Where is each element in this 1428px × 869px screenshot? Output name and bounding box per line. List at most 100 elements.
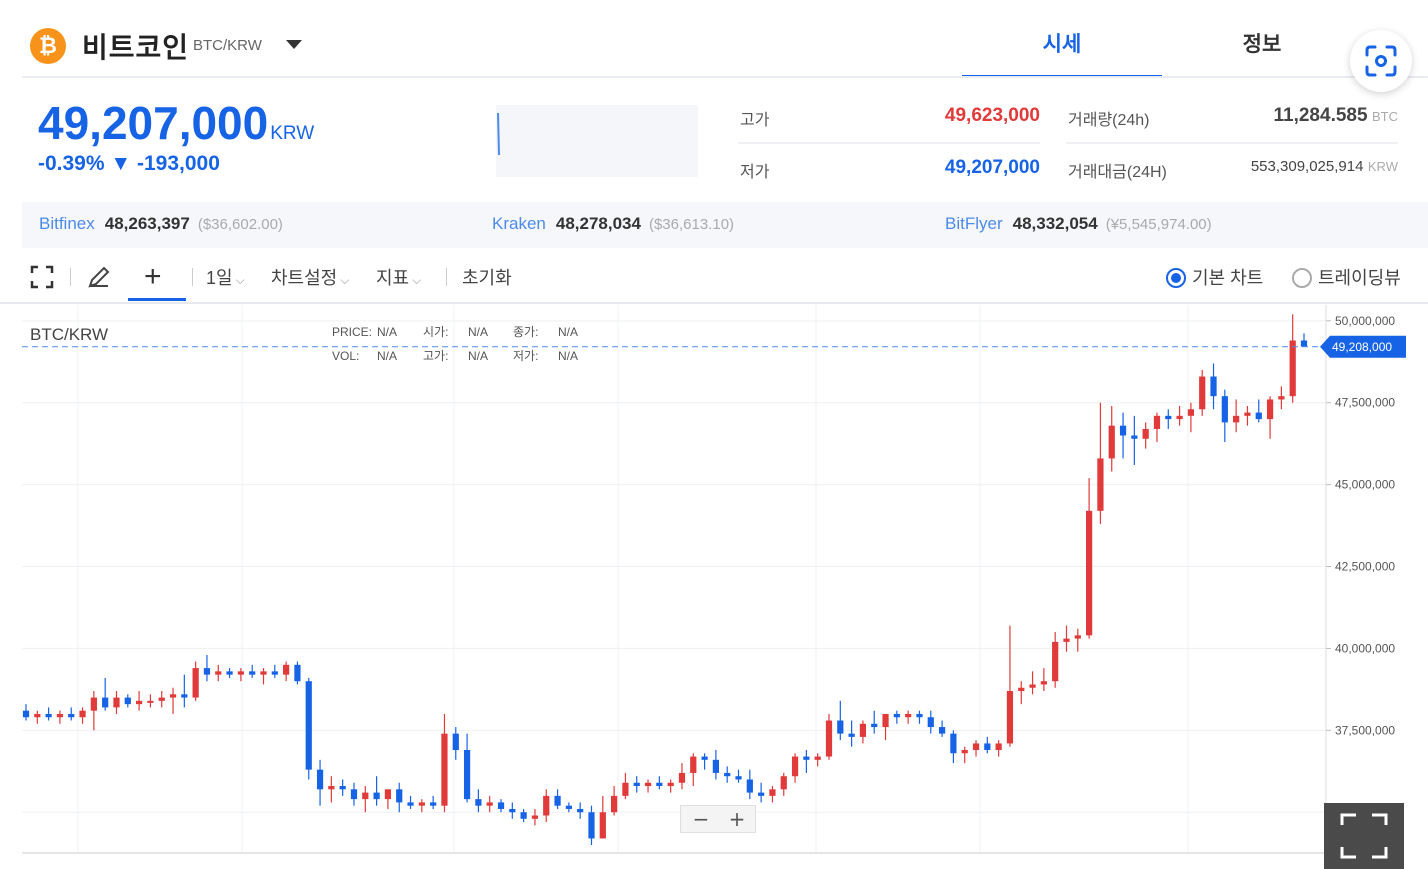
amount-stat: 553,309,025,914 KRW [1170,158,1398,176]
candle-body [543,795,550,816]
exchange-name[interactable]: BitFlyer [945,214,1003,233]
legend-key: 저가: [513,349,539,363]
candle-body [577,808,584,813]
candle-body [362,792,369,800]
candle-body [1086,510,1093,636]
tab-info[interactable]: 정보 [1162,28,1362,76]
candle-body [927,717,934,728]
candle-body [339,786,346,790]
candle-body [497,802,505,809]
fullscreen-icon [1340,813,1388,859]
current-price: 49,207,000 KRW [38,96,314,150]
candle-body [893,713,900,718]
candle-body [1187,409,1195,416]
zoom-in-button[interactable]: + [728,807,746,831]
candle-body [690,756,697,773]
candle-body [803,756,810,760]
tradingview-radio[interactable]: 트레이딩뷰 [1292,264,1401,290]
candle-body [520,812,527,819]
y-axis-tick-label: 50,000,000 [1335,314,1395,328]
candle-body [644,782,652,787]
candle-body [769,789,776,796]
amount-label: 거래대금(24H) [1068,164,1167,181]
candle-body [588,812,595,839]
y-axis-tick-label: 42,500,000 [1335,560,1395,574]
volume-value: 11,284.585 [1273,105,1368,126]
candle-body [1029,684,1036,688]
candle-body [68,713,75,718]
expand-chart-button[interactable] [30,265,54,294]
candle-body [1006,691,1014,744]
candle-body [961,749,968,754]
coin-name: 비트코인 [82,31,190,64]
crosshair-tool-button[interactable]: + [144,260,162,294]
legend-value: N/A [377,349,398,363]
legend-key: PRICE: [332,325,373,339]
reset-button[interactable]: 초기화 [462,264,512,290]
candle-body [950,733,957,754]
exchange-foreign-price: (¥5,545,974.00) [1105,216,1212,233]
zoom-out-button[interactable]: − [692,807,710,831]
candle-body [169,694,177,698]
candle-body [283,664,290,675]
pair-dropdown-icon[interactable] [283,38,305,52]
candle-body [56,713,64,718]
candle-body [158,697,165,701]
radio-selected-icon [1166,268,1186,288]
y-axis-tick-label: 47,500,000 [1335,396,1395,410]
candle-body [1255,412,1262,420]
candle-body [1018,687,1025,692]
stat-divider [738,142,1040,144]
candle-body [916,713,923,718]
crosshair-icon: + [144,260,162,293]
chart-settings-dropdown[interactable]: 차트설정 ⌵ [271,264,349,290]
candle-body [1221,396,1228,423]
y-axis-tick-label: 45,000,000 [1335,478,1395,492]
draw-tool-button[interactable] [86,264,112,295]
candle-body [475,799,482,806]
reset-label: 초기화 [462,268,512,288]
candle-body [124,697,131,705]
toolbar-separator [70,268,71,286]
tradingview-label: 트레이딩뷰 [1318,268,1401,288]
candle-body [531,815,539,819]
low-label: 저가 [740,164,770,181]
interval-dropdown[interactable]: 1일 ⌵ [206,264,245,290]
candle-body [203,668,211,675]
lens-button[interactable] [1350,30,1412,92]
chevron-down-icon: ⌵ [340,273,350,287]
tab-price[interactable]: 시세 [962,28,1162,78]
candlestick-chart[interactable]: 50,000,000 47,500,000 45,000,000 42,500,000… [22,305,1428,869]
candle-body [678,772,686,783]
legend-value: N/A [377,325,398,339]
indicators-dropdown[interactable]: 지표 ⌵ [376,264,421,290]
basic-chart-radio[interactable]: 기본 차트 [1166,264,1263,290]
chart-legend-row: VOL: N/A 고가: N/A 저가: N/A [332,347,578,364]
exchange-foreign-price: ($36,602.00) [197,216,283,233]
candle-body [316,769,324,790]
candle-body [1176,415,1183,420]
zoom-control: − + [680,805,756,833]
candle-body [22,710,30,718]
exchange-kraken: Kraken 48,278,034 ($36,613.10) [492,214,734,234]
radio-unselected-icon [1292,268,1312,288]
exchange-name[interactable]: Kraken [492,214,546,233]
candle-body [1233,415,1240,423]
candle-body [701,756,708,760]
candle-body [407,802,414,806]
interval-label: 1일 [206,268,233,288]
candle-body [565,805,572,809]
candle-body [758,792,765,796]
bitcoin-logo-icon: ₿ [30,28,66,64]
exchange-name[interactable]: Bitfinex [39,214,95,233]
candle-body [1052,641,1059,682]
y-axis-tick-label: 40,000,000 [1335,641,1395,655]
mini-sparkline-chart [496,105,698,177]
chart-legend-row: PRICE: N/A 시가: N/A 종가: N/A [332,323,578,340]
exchange-bitfinex: Bitfinex 48,263,397 ($36,602.00) [39,214,283,234]
chart-canvas[interactable]: 50,000,000 47,500,000 45,000,000 42,500,000… [22,305,1428,869]
candle-body [1063,638,1070,642]
fullscreen-button[interactable] [1324,803,1404,869]
toolbar-separator [446,268,447,286]
volume-label: 거래량(24h) [1068,112,1150,129]
